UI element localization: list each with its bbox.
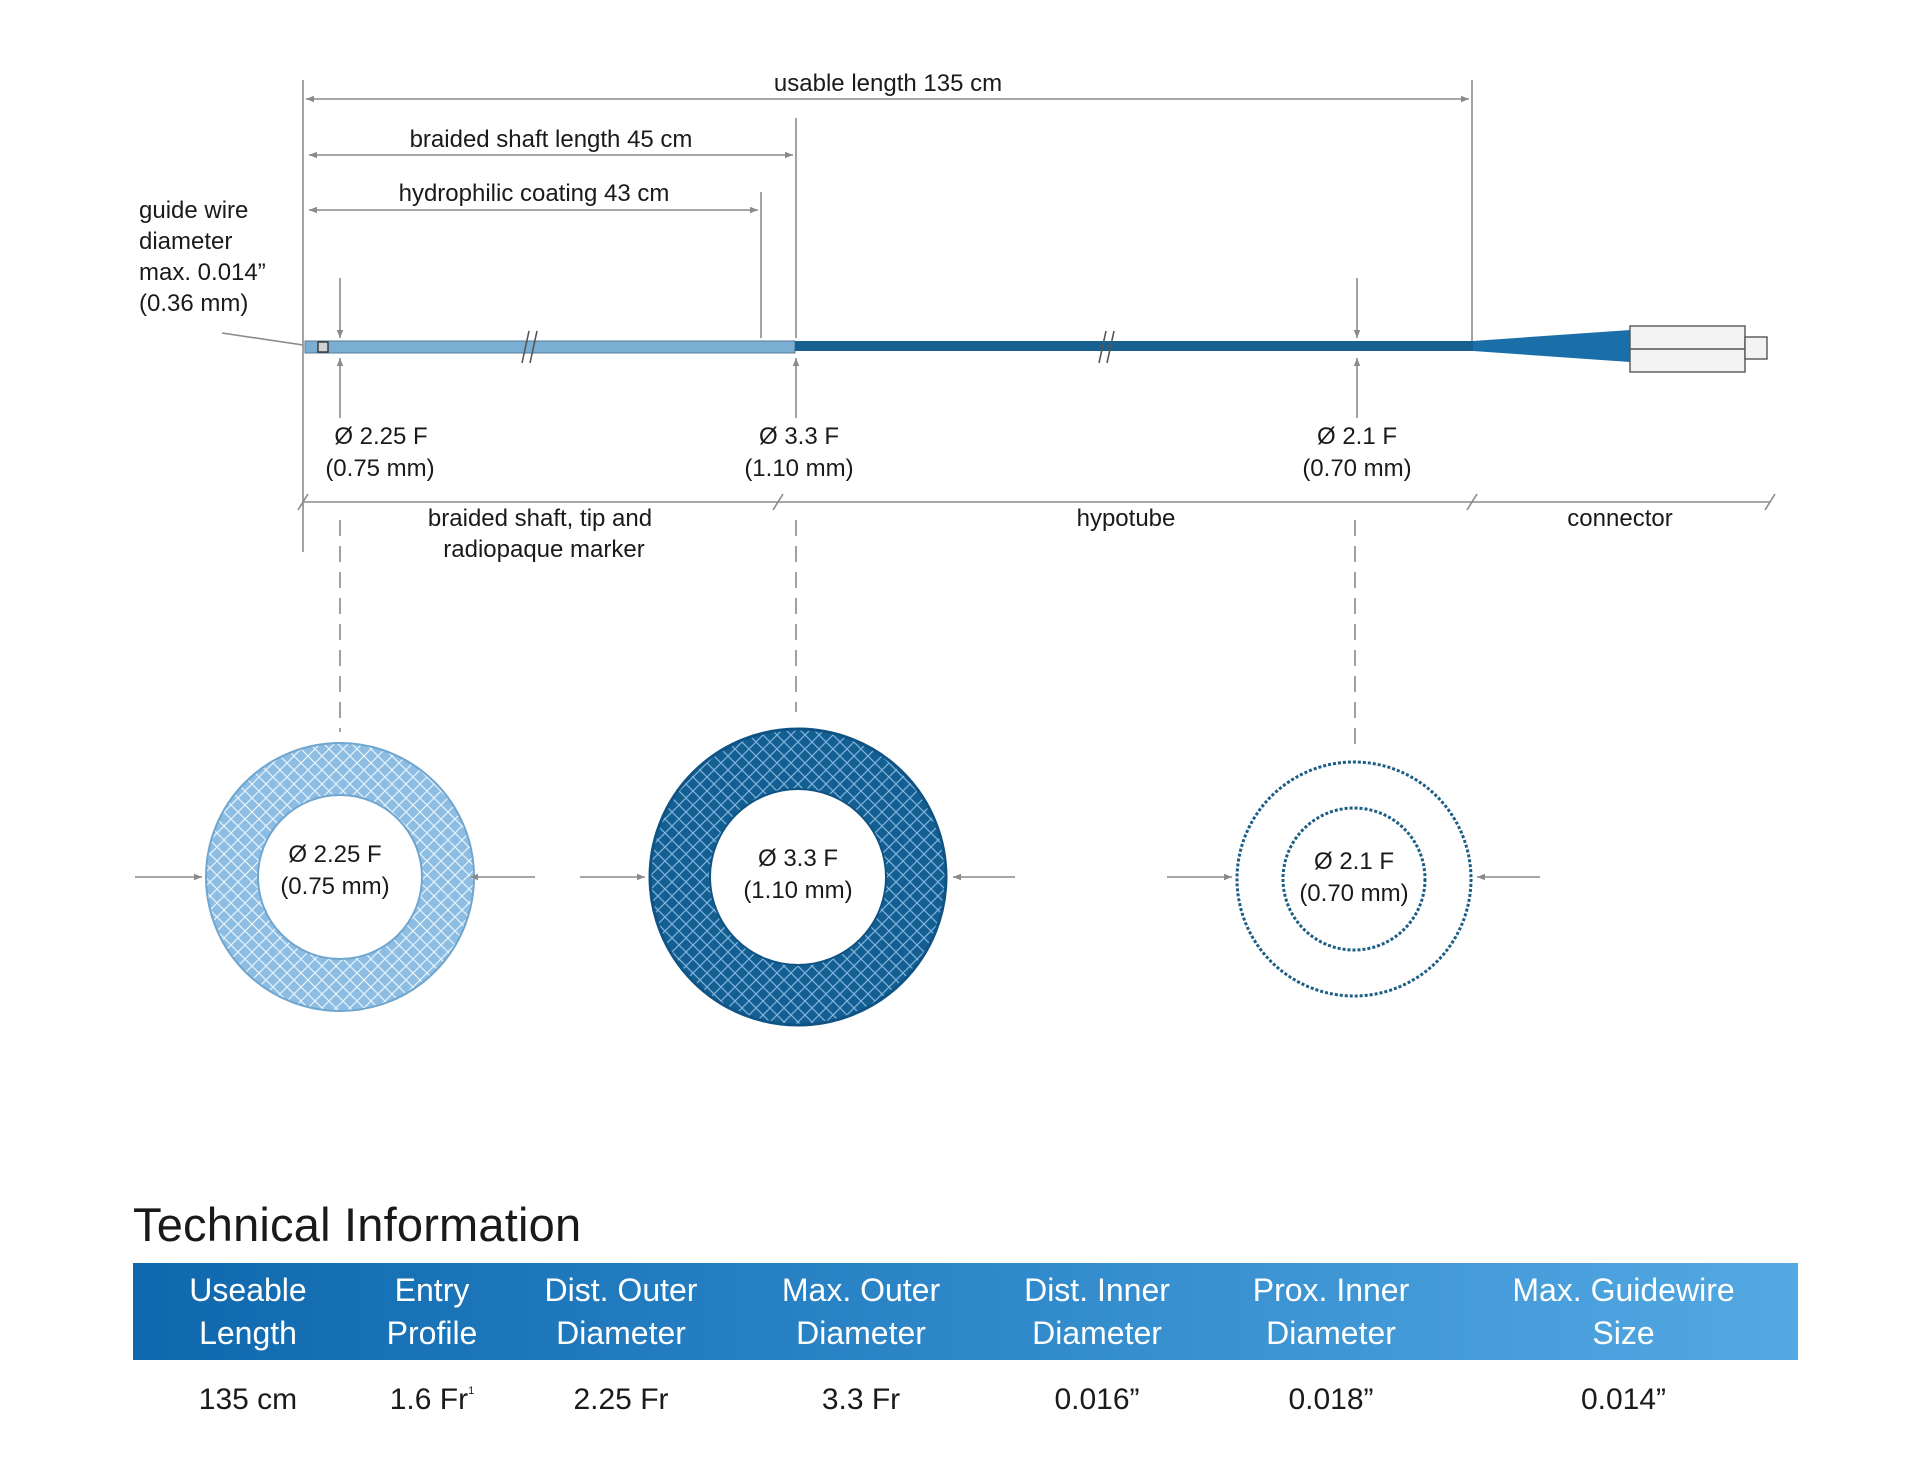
svg-text:(0.70 mm): (0.70 mm) xyxy=(1302,455,1411,482)
footnote-mark: 1 xyxy=(468,1385,475,1397)
svg-text:Ø 2.25 F: Ø 2.25 F xyxy=(334,423,427,450)
hydrophilic-coating-label: hydrophilic coating 43 cm xyxy=(399,180,670,207)
svg-text:(0.36 mm): (0.36 mm) xyxy=(139,290,248,317)
catheter-diagram: usable length 135 cm braided shaft lengt… xyxy=(135,70,1776,1027)
svg-text:diameter: diameter xyxy=(139,228,232,255)
header-entry-profile: Entry Profile xyxy=(386,1271,478,1351)
svg-text:Ø 2.1 F: Ø 2.1 F xyxy=(1317,423,1397,450)
header-max-outer-diameter: Max. Outer Diameter xyxy=(781,1271,941,1351)
cross-section-max: Ø 3.3 F (1.10 mm) xyxy=(648,727,948,1027)
value-useable-length: 135 cm xyxy=(198,1383,298,1416)
section-divider xyxy=(297,493,1776,511)
technical-information-table: Useable Length Entry Profile Dist. Outer Di… xyxy=(133,1263,1798,1440)
technical-information-title: Technical Information xyxy=(133,1198,582,1251)
shaft-break-marks xyxy=(521,330,1115,364)
value-max-outer-diameter: 3.3 Fr xyxy=(821,1383,901,1416)
svg-text:braided shaft, tip and: braided shaft, tip and xyxy=(428,505,652,532)
value-dist-outer-diameter: 2.25 Fr xyxy=(573,1383,669,1416)
value-dist-inner-diameter: 0.016” xyxy=(1054,1383,1140,1416)
header-dist-outer-diameter: Dist. Outer Diameter xyxy=(544,1271,698,1351)
section-label-connector: connector xyxy=(1567,505,1672,532)
diameter-label-hypotube: Ø 2.1 F (0.70 mm) xyxy=(1302,423,1411,482)
braided-shaft-length-label: braided shaft length 45 cm xyxy=(410,126,693,153)
connector-taper xyxy=(1473,330,1630,362)
header-useable-length: Useable Length xyxy=(189,1271,307,1351)
cross-section-hypotube: Ø 2.1 F (0.70 mm) xyxy=(1235,760,1473,998)
section-label-braided: braided shaft, tip and radiopaque marker xyxy=(428,505,652,563)
table-row: 135 cm 1.6 Fr1 2.25 Fr 3.3 Fr 0.016” 0.0… xyxy=(133,1360,1798,1440)
header-max-guidewire-size: Max. Guidewire Size xyxy=(1512,1271,1735,1351)
section-label-hypotube: hypotube xyxy=(1077,505,1176,532)
hypotube-shaft xyxy=(795,341,1473,351)
projection-lines xyxy=(339,520,1356,750)
svg-text:max. 0.014”: max. 0.014” xyxy=(139,259,266,286)
usable-length-label: usable length 135 cm xyxy=(774,70,1002,97)
svg-text:Ø 2.1 F: Ø 2.1 F xyxy=(1314,848,1394,875)
cross-section-distal: Ø 2.25 F (0.75 mm) xyxy=(205,742,475,1012)
svg-text:(0.70 mm): (0.70 mm) xyxy=(1299,880,1408,907)
svg-text:radiopaque marker: radiopaque marker xyxy=(443,536,644,563)
value-max-guidewire-size: 0.014” xyxy=(1580,1383,1667,1416)
guide-wire-label: guide wire diameter max. 0.014” (0.36 mm… xyxy=(139,197,266,317)
svg-text:(0.75 mm): (0.75 mm) xyxy=(325,455,434,482)
svg-text:Ø 2.25 F: Ø 2.25 F xyxy=(288,841,381,868)
diameter-label-max: Ø 3.3 F (1.10 mm) xyxy=(744,423,853,482)
header-dist-inner-diameter: Dist. Inner Diameter xyxy=(1024,1271,1170,1351)
svg-text:guide wire: guide wire xyxy=(139,197,248,224)
dimension-lines xyxy=(221,80,1473,552)
catheter xyxy=(304,325,1768,373)
svg-text:Ø 3.3 F: Ø 3.3 F xyxy=(758,845,838,872)
svg-text:(1.10 mm): (1.10 mm) xyxy=(743,877,852,904)
value-entry-profile: 1.6 Fr1 xyxy=(389,1383,475,1416)
diameter-label-distal: Ø 2.25 F (0.75 mm) xyxy=(325,423,434,482)
svg-text:(0.75 mm): (0.75 mm) xyxy=(280,873,389,900)
radiopaque-marker xyxy=(317,341,329,353)
braided-shaft xyxy=(304,340,796,354)
connector-cap xyxy=(1744,336,1768,360)
svg-text:(1.10 mm): (1.10 mm) xyxy=(744,455,853,482)
header-prox-inner-diameter: Prox. Inner Diameter xyxy=(1252,1271,1410,1351)
diameter-arrows xyxy=(336,278,1361,418)
table-header-row: Useable Length Entry Profile Dist. Outer Di… xyxy=(133,1263,1798,1360)
svg-text:Ø 3.3 F: Ø 3.3 F xyxy=(759,423,839,450)
value-prox-inner-diameter: 0.018” xyxy=(1288,1383,1374,1416)
